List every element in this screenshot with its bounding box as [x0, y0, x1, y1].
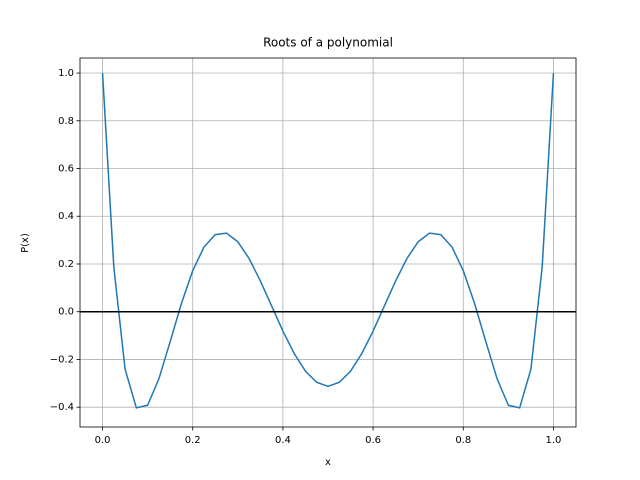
chart-title: Roots of a polynomial	[263, 36, 393, 50]
y-tick-label: 0.0	[58, 307, 74, 318]
y-tick-label: −0.2	[50, 354, 74, 365]
x-tick-label: 1.0	[546, 435, 562, 446]
y-tick-label: −0.4	[50, 402, 74, 413]
y-axis-label: P(x)	[20, 233, 31, 253]
line-series	[101, 72, 555, 409]
x-tick-label: 0.4	[275, 435, 291, 446]
y-tick-label: 0.4	[58, 211, 74, 222]
x-axis-label: x	[325, 457, 331, 468]
x-tick-label: 0.2	[185, 435, 201, 446]
y-tick-label: 0.6	[58, 164, 74, 175]
x-tick-label: 0.6	[365, 435, 381, 446]
y-tick-label: 1.0	[58, 68, 74, 79]
x-tick-label: 0.0	[95, 435, 111, 446]
plot-frame	[79, 57, 577, 428]
x-tick-label: 0.8	[455, 435, 471, 446]
y-tick-label: 0.8	[58, 116, 74, 127]
y-tick-label: 0.2	[58, 259, 74, 270]
